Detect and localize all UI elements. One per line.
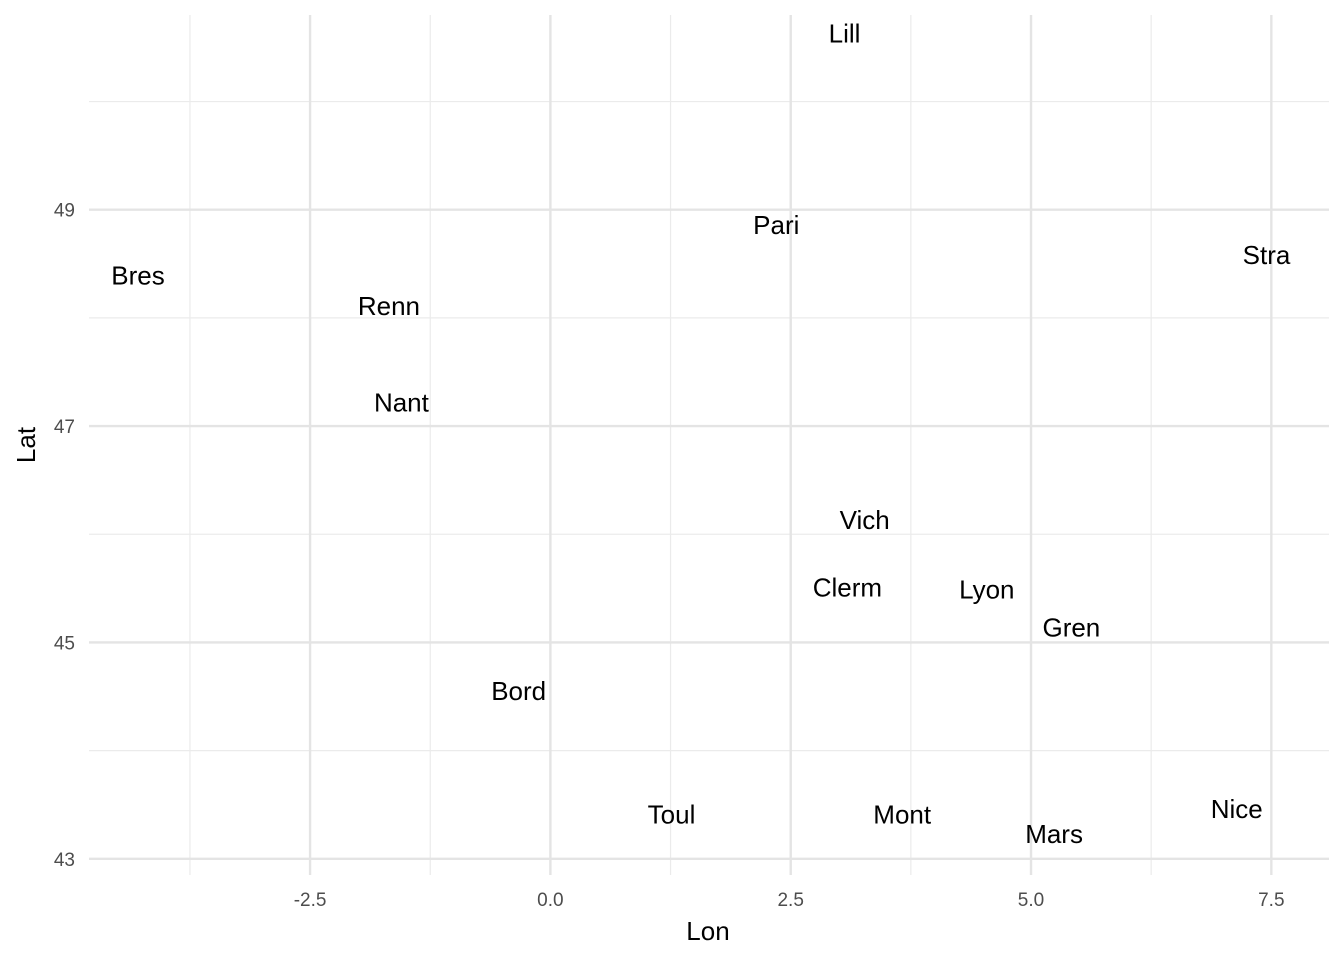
- point-label-clerm: Clerm: [813, 572, 882, 602]
- x-tick-label: 0.0: [537, 890, 563, 911]
- y-tick-labels: 43 45 47 49: [54, 201, 75, 871]
- point-label-mont: Mont: [873, 799, 932, 829]
- point-label-gren: Gren: [1042, 612, 1100, 642]
- point-labels: Lill Pari Stra Bres Renn Nant Vich Clerm Lyon Gre…: [111, 18, 1291, 849]
- point-label-toul: Toul: [648, 799, 696, 829]
- y-tick-label: 45: [54, 633, 75, 654]
- x-axis-title: Lon: [686, 916, 729, 946]
- point-label-mars: Mars: [1025, 819, 1083, 849]
- major-gridlines: [89, 15, 1329, 875]
- point-label-lyon: Lyon: [959, 574, 1014, 604]
- y-axis-title: Lat: [11, 426, 41, 463]
- point-label-nant: Nant: [374, 387, 430, 417]
- x-tick-label: -2.5: [294, 890, 327, 911]
- x-tick-labels: -2.5 0.0 2.5 5.0 7.5: [294, 890, 1285, 911]
- point-label-bres: Bres: [111, 261, 164, 291]
- point-label-bord: Bord: [491, 676, 546, 706]
- point-label-vich: Vich: [840, 505, 890, 535]
- x-tick-label: 5.0: [1018, 890, 1044, 911]
- y-tick-label: 47: [54, 417, 75, 438]
- y-tick-label: 43: [54, 850, 75, 871]
- x-tick-label: 2.5: [777, 890, 803, 911]
- point-label-lill: Lill: [829, 18, 861, 48]
- point-label-renn: Renn: [358, 291, 420, 321]
- point-label-stra: Stra: [1243, 240, 1291, 270]
- point-label-pari: Pari: [753, 210, 799, 240]
- point-label-nice: Nice: [1211, 794, 1263, 824]
- x-tick-label: 7.5: [1258, 890, 1284, 911]
- minor-gridlines: [89, 15, 1329, 875]
- y-tick-label: 49: [54, 201, 75, 222]
